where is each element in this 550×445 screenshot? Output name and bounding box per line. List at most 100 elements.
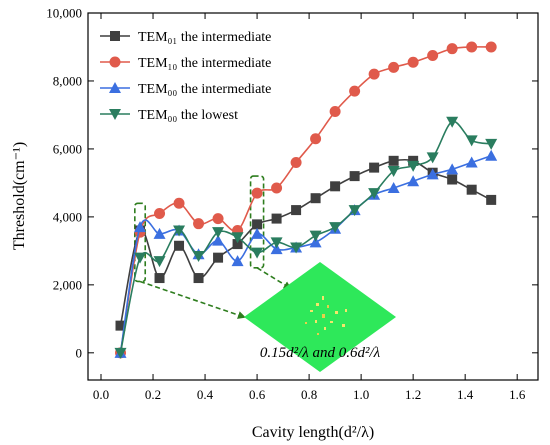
data-point	[173, 197, 185, 209]
data-point	[485, 41, 497, 53]
legend-item: TEM₀₀ the lowest	[100, 108, 238, 123]
x-tick-label: 0.2	[145, 387, 161, 402]
legend-label: TEM₀₀ the lowest	[138, 108, 238, 123]
data-point	[485, 149, 498, 161]
data-point	[154, 207, 166, 219]
x-tick-label: 0.4	[197, 387, 214, 402]
data-point	[291, 205, 302, 216]
annotation-arrow	[256, 267, 292, 290]
x-tick-label: 0.6	[249, 387, 266, 402]
data-point	[466, 41, 478, 53]
x-tick-label: 1.0	[353, 387, 369, 402]
data-point	[426, 152, 439, 164]
dashed-highlight-box	[134, 202, 147, 283]
legend-label: TEM₀₁ the intermediate	[138, 30, 271, 45]
data-point	[388, 61, 400, 73]
data-point	[387, 182, 400, 194]
data-point	[290, 157, 302, 169]
data-point	[466, 184, 477, 195]
y-tick-label: 10,000	[46, 6, 82, 21]
data-point	[153, 256, 166, 268]
data-point	[486, 194, 497, 205]
legend: TEM₀₁ the intermediate TEM₁₀ the intermed…	[100, 30, 271, 123]
data-point	[446, 163, 459, 175]
data-point	[290, 242, 303, 254]
data-point	[310, 193, 321, 204]
data-point	[407, 175, 420, 187]
data-point	[465, 135, 478, 147]
data-point	[213, 252, 224, 263]
data-point	[387, 166, 400, 178]
series-4	[114, 116, 498, 359]
inset-image: 0.15d²/λ and 0.6d²/λ	[244, 262, 396, 372]
data-point	[309, 236, 322, 248]
y-axis-ticks: 0 2,000 4,000 6,000 8,000 10,000	[46, 6, 538, 360]
data-point	[426, 168, 439, 180]
data-point	[349, 171, 360, 182]
data-point	[115, 320, 126, 331]
x-tick-label: 1.4	[457, 387, 474, 402]
inset-caption: 0.15d²/λ and 0.6d²/λ	[260, 345, 381, 361]
data-point	[251, 187, 263, 199]
data-point	[330, 181, 341, 192]
data-point	[348, 205, 361, 217]
y-tick-label: 4,000	[53, 209, 82, 224]
inset-speckles	[305, 296, 347, 335]
x-tick-label: 1.6	[509, 387, 526, 402]
legend-item: TEM₁₀ the intermediate	[100, 56, 271, 71]
data-point	[110, 31, 120, 41]
data-point	[407, 160, 420, 172]
data-point	[232, 239, 243, 250]
data-point	[369, 162, 380, 173]
inset-diamond	[244, 262, 396, 372]
x-tick-label: 1.2	[405, 387, 421, 402]
data-point	[212, 234, 225, 246]
data-point	[153, 227, 166, 239]
data-point	[447, 174, 458, 185]
annotation-layer	[134, 175, 292, 319]
data-point	[193, 218, 205, 230]
data-point	[212, 227, 225, 239]
series-2	[115, 41, 497, 359]
data-point	[270, 237, 283, 249]
data-point	[368, 188, 381, 200]
data-point	[231, 255, 244, 267]
data-point	[192, 250, 205, 262]
y-axis-title: Threshold(cm⁻¹)	[11, 142, 28, 250]
data-point	[329, 106, 341, 118]
data-point	[251, 227, 264, 239]
legend-label: TEM₀₀ the intermediate	[138, 82, 271, 97]
data-point	[427, 49, 439, 61]
data-point	[310, 133, 322, 145]
data-point	[271, 213, 282, 224]
legend-item: TEM₀₀ the intermediate	[100, 82, 271, 97]
data-point	[446, 116, 459, 128]
data-point	[368, 68, 380, 80]
plot-frame	[87, 12, 539, 381]
x-axis-title: Cavity length(d²/λ)	[252, 424, 374, 441]
x-tick-label: 0.0	[93, 387, 109, 402]
data-point	[388, 155, 399, 166]
y-tick-label: 2,000	[53, 277, 82, 292]
data-point	[446, 43, 458, 55]
data-point	[271, 182, 283, 194]
legend-item: TEM₀₁ the intermediate	[100, 30, 271, 45]
data-point	[154, 273, 165, 284]
data-point	[465, 156, 478, 168]
data-point	[109, 56, 121, 68]
data-point	[485, 138, 498, 150]
data-point	[408, 155, 419, 166]
annotation-arrow	[139, 280, 246, 319]
series-layer	[114, 41, 498, 359]
y-tick-label: 0	[76, 345, 83, 360]
data-point	[193, 273, 204, 284]
data-point	[109, 109, 121, 120]
data-point	[174, 240, 185, 251]
data-point	[114, 347, 127, 359]
x-axis-ticks: 0.0 0.2 0.4 0.6 0.8 1.0 1.2 1.4 1.6	[93, 13, 526, 402]
data-point	[251, 247, 264, 259]
data-point	[309, 230, 322, 242]
x-tick-label: 0.8	[301, 387, 317, 402]
data-point	[173, 225, 186, 237]
